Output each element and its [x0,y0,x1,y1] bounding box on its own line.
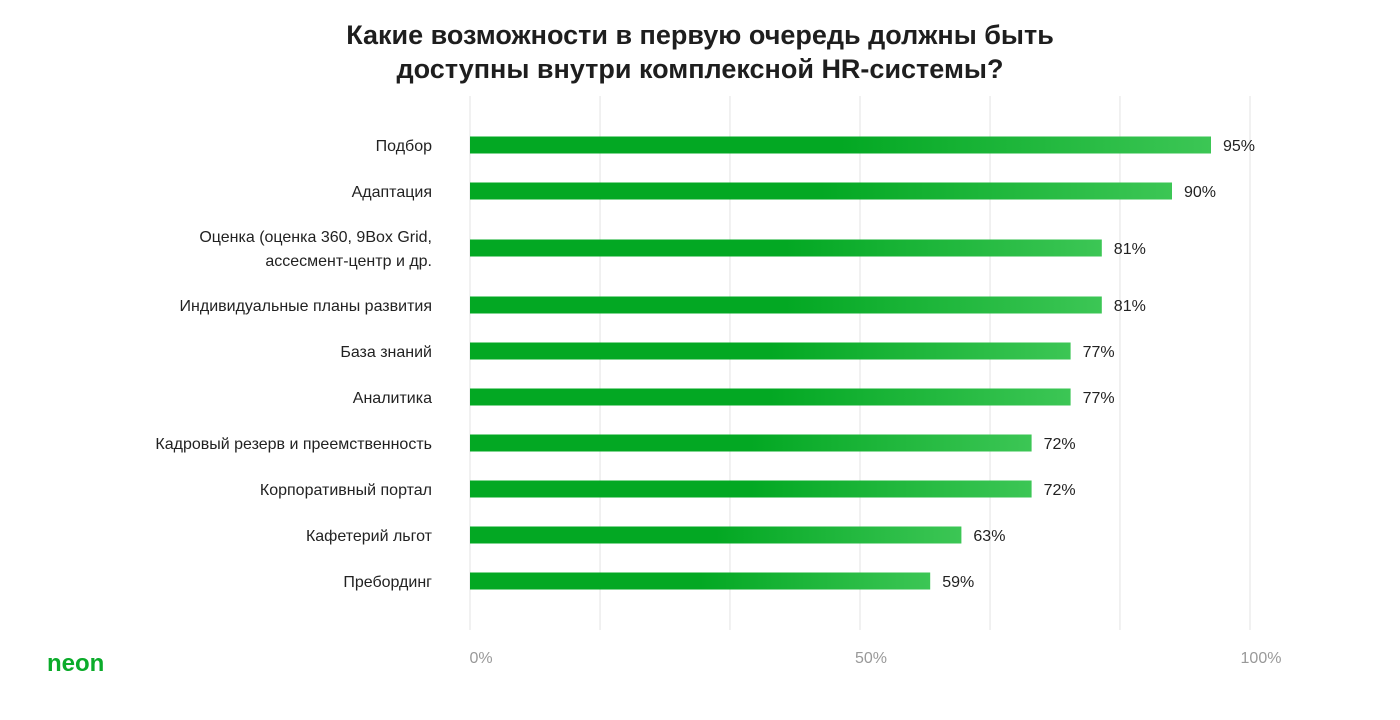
bar [470,434,1032,452]
chart-title: Какие возможности в первую очередь должн… [0,18,1400,86]
category-label: Индивидуальные планы развития [180,298,432,315]
x-tick-label: 0% [469,650,492,667]
category-label: Оценка (оценка 360, 9Box Grid, [199,229,432,246]
title-line: Какие возможности в первую очередь должн… [346,20,1054,50]
bar [470,526,962,544]
category-label: База знаний [340,344,432,361]
bar [470,182,1172,200]
bar [470,239,1102,257]
value-label: 77% [1083,390,1115,407]
value-label: 77% [1083,344,1115,361]
category-label: Подбор [376,138,432,155]
value-label: 95% [1223,138,1255,155]
value-label: 63% [973,528,1005,545]
value-label: 81% [1114,241,1146,258]
value-label: 72% [1044,436,1076,453]
category-label: Аналитика [353,390,432,407]
bar [470,388,1071,406]
category-label: Кафетерий льгот [306,528,433,545]
value-label: 72% [1044,482,1076,499]
bar [470,296,1102,314]
logo-text: neon [47,650,105,677]
value-label: 90% [1184,184,1216,201]
neon-logo: neon [47,650,104,678]
category-label: Кадровый резерв и преемственность [155,436,432,453]
value-label: 59% [942,574,974,591]
category-label: Адаптация [352,184,432,201]
category-label: Пребординг [343,574,432,591]
bar [470,572,931,590]
category-label: Корпоративный портал [260,482,432,499]
title-line: доступны внутри комплексной HR-системы? [396,54,1004,84]
bar [470,342,1071,360]
bar [470,480,1032,498]
category-label: ассесмент-центр и др. [265,253,432,270]
x-tick-label: 100% [1241,650,1282,667]
x-tick-label: 50% [855,650,887,667]
bar [470,136,1211,154]
value-label: 81% [1114,298,1146,315]
